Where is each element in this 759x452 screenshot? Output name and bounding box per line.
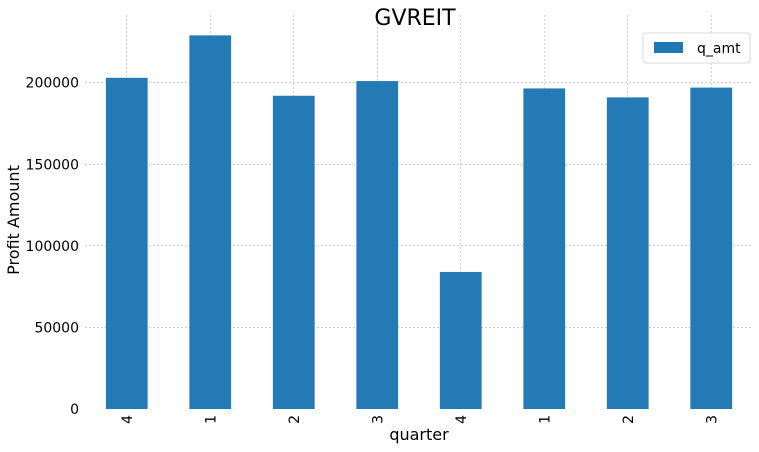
bar bbox=[356, 81, 399, 410]
x-tick-label: 2 bbox=[287, 415, 303, 424]
bars bbox=[105, 35, 733, 410]
chart-title: GVREIT bbox=[374, 6, 456, 31]
bar bbox=[690, 87, 733, 410]
bar bbox=[272, 95, 315, 410]
bar bbox=[189, 35, 232, 410]
legend-label: q_amt bbox=[697, 41, 741, 57]
legend-frame bbox=[642, 32, 751, 64]
x-tick-label: 4 bbox=[454, 415, 470, 424]
y-axis-ticks: 0 50000 100000 150000 200000 bbox=[26, 76, 79, 418]
x-tick-label: 3 bbox=[370, 415, 386, 424]
bar bbox=[523, 88, 566, 410]
y-tick-label: 0 bbox=[70, 402, 79, 418]
grid bbox=[85, 15, 753, 409]
x-axis-ticks: 4 1 2 3 4 1 2 3 bbox=[120, 415, 721, 424]
bar bbox=[606, 97, 649, 410]
x-tick-label: 1 bbox=[537, 415, 553, 424]
y-tick-label: 150000 bbox=[26, 157, 79, 173]
bar bbox=[105, 77, 148, 410]
y-tick-label: 50000 bbox=[34, 320, 79, 336]
legend: q_amt bbox=[642, 32, 751, 64]
y-tick-label: 200000 bbox=[26, 76, 79, 92]
y-tick-label: 100000 bbox=[26, 239, 79, 255]
x-tick-label: 1 bbox=[203, 415, 219, 424]
x-tick-label: 3 bbox=[704, 415, 720, 424]
x-tick-label: 2 bbox=[621, 415, 637, 424]
legend-swatch bbox=[654, 42, 683, 53]
bar bbox=[439, 271, 482, 409]
x-axis-label: quarter bbox=[389, 425, 449, 444]
x-tick-label: 4 bbox=[120, 415, 136, 424]
y-axis-label: Profit Amount bbox=[4, 165, 23, 275]
